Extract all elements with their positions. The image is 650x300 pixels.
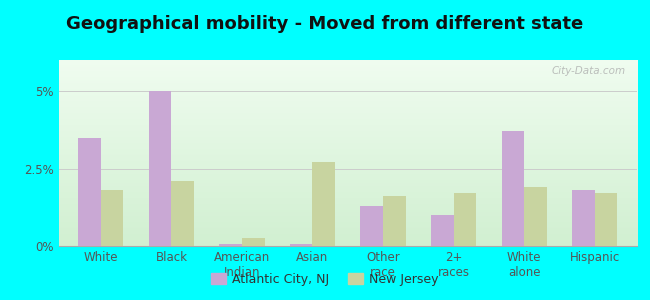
Bar [431,215,454,246]
Bar [313,162,335,246]
Bar [502,131,524,246]
Bar [454,193,476,246]
Bar [172,181,194,246]
Bar [595,193,618,246]
Bar [78,137,101,246]
Bar [290,244,313,246]
Bar [572,190,595,246]
Bar [101,190,124,246]
Bar [383,196,406,246]
Bar [219,244,242,246]
Bar [149,91,172,246]
Bar [361,206,383,246]
Text: City-Data.com: City-Data.com [551,66,625,76]
Text: Geographical mobility - Moved from different state: Geographical mobility - Moved from diffe… [66,15,584,33]
Bar [242,238,265,246]
Legend: Atlantic City, NJ, New Jersey: Atlantic City, NJ, New Jersey [206,268,444,291]
Bar [524,187,547,246]
